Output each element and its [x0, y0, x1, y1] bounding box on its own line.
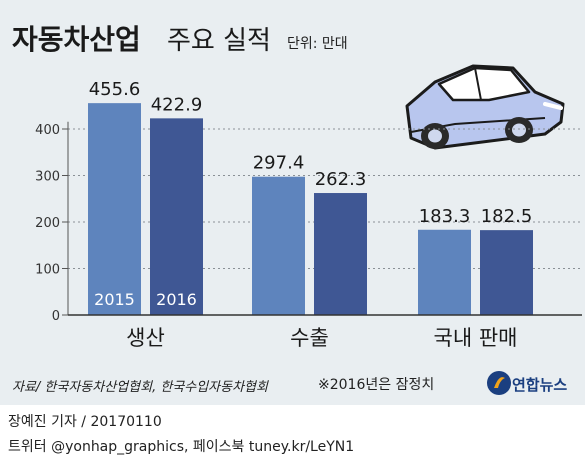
bar-2016	[480, 230, 533, 315]
legend-label-2016: 2016	[156, 290, 197, 309]
y-tick-label: 300	[35, 170, 60, 185]
unit-label: 단위: 만대	[287, 36, 348, 52]
bar-value-label: 455.6	[89, 79, 141, 100]
yonhap-logo: 연합뉴스	[478, 368, 578, 398]
note-text: ※2016년은 잠정치	[318, 377, 435, 393]
bar-2016	[150, 118, 203, 315]
yonhap-logo-icon	[487, 371, 511, 395]
y-tick-label: 400	[35, 123, 60, 138]
chart-subtitle: 주요 실적	[167, 26, 271, 56]
category-label: 국내 판매	[434, 326, 518, 350]
sns-line: 트위터 @yonhap_graphics, 페이스북 tuney.kr/LeYN…	[8, 439, 355, 455]
source-row: 자료/ 한국자동차산업협회, 한국수입자동차협회 ※2016년은 잠정치 연합뉴…	[0, 360, 585, 405]
bar-2016	[314, 193, 367, 315]
bar-value-label: 183.3	[419, 206, 471, 227]
bar-2015	[418, 229, 471, 315]
infographic-card: 자동차산업 주요 실적 단위: 만대 0 100 200 300 400 455.6 201…	[0, 0, 585, 405]
y-tick-label: 0	[52, 309, 60, 324]
bar-value-label: 182.5	[481, 206, 533, 227]
yonhap-logo-text: 연합뉴스	[512, 376, 568, 394]
bar-2015	[252, 176, 305, 315]
bar-value-label: 422.9	[151, 94, 203, 115]
bar-2015	[88, 103, 141, 315]
bar-value-label: 297.4	[253, 153, 305, 174]
category-label: 생산	[126, 326, 165, 350]
chart-title: 자동차산업	[12, 23, 141, 56]
source-text: 자료/ 한국자동차산업협회, 한국수입자동차협회	[12, 380, 268, 395]
category-label: 수출	[290, 326, 329, 350]
credit-footer: 장예진 기자 / 20170110 트위터 @yonhap_graphics, …	[0, 405, 585, 464]
y-tick-label: 200	[35, 216, 60, 231]
bar-value-label: 262.3	[315, 169, 367, 190]
legend-label-2015: 2015	[94, 290, 135, 309]
y-tick-label: 100	[35, 263, 60, 278]
credit-line: 장예진 기자 / 20170110	[8, 414, 162, 430]
bar-chart: 0 100 200 300 400 455.6 2015 422.9 2016 생산 297.4 26…	[35, 79, 582, 350]
car-icon	[405, 64, 565, 150]
